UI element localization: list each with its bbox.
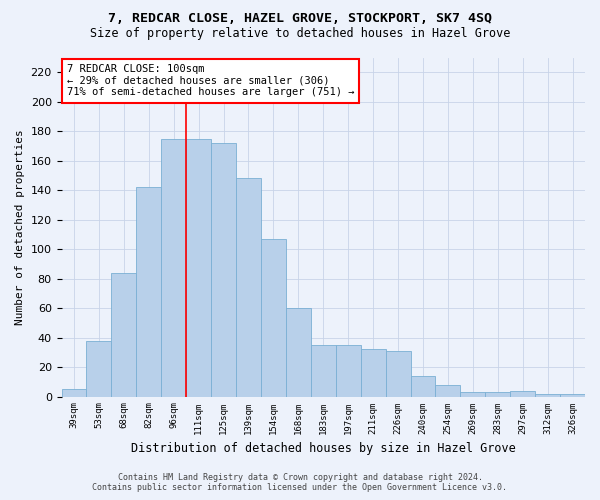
Bar bbox=[186, 138, 211, 396]
X-axis label: Distribution of detached houses by size in Hazel Grove: Distribution of detached houses by size … bbox=[131, 442, 515, 455]
Bar bbox=[361, 350, 386, 397]
Y-axis label: Number of detached properties: Number of detached properties bbox=[15, 129, 25, 325]
Text: Size of property relative to detached houses in Hazel Grove: Size of property relative to detached ho… bbox=[90, 28, 510, 40]
Bar bbox=[436, 385, 460, 396]
Bar bbox=[510, 390, 535, 396]
Bar bbox=[485, 392, 510, 396]
Bar bbox=[211, 143, 236, 397]
Bar bbox=[560, 394, 585, 396]
Text: Contains HM Land Registry data © Crown copyright and database right 2024.
Contai: Contains HM Land Registry data © Crown c… bbox=[92, 473, 508, 492]
Bar bbox=[86, 340, 112, 396]
Bar bbox=[386, 351, 410, 397]
Text: 7 REDCAR CLOSE: 100sqm
← 29% of detached houses are smaller (306)
71% of semi-de: 7 REDCAR CLOSE: 100sqm ← 29% of detached… bbox=[67, 64, 354, 98]
Bar bbox=[161, 138, 186, 396]
Bar bbox=[535, 394, 560, 396]
Bar bbox=[336, 345, 361, 397]
Bar bbox=[410, 376, 436, 396]
Bar bbox=[62, 389, 86, 396]
Bar bbox=[112, 272, 136, 396]
Text: 7, REDCAR CLOSE, HAZEL GROVE, STOCKPORT, SK7 4SQ: 7, REDCAR CLOSE, HAZEL GROVE, STOCKPORT,… bbox=[108, 12, 492, 26]
Bar bbox=[136, 187, 161, 396]
Bar bbox=[261, 239, 286, 396]
Bar bbox=[236, 178, 261, 396]
Bar bbox=[286, 308, 311, 396]
Bar bbox=[311, 345, 336, 397]
Bar bbox=[460, 392, 485, 396]
